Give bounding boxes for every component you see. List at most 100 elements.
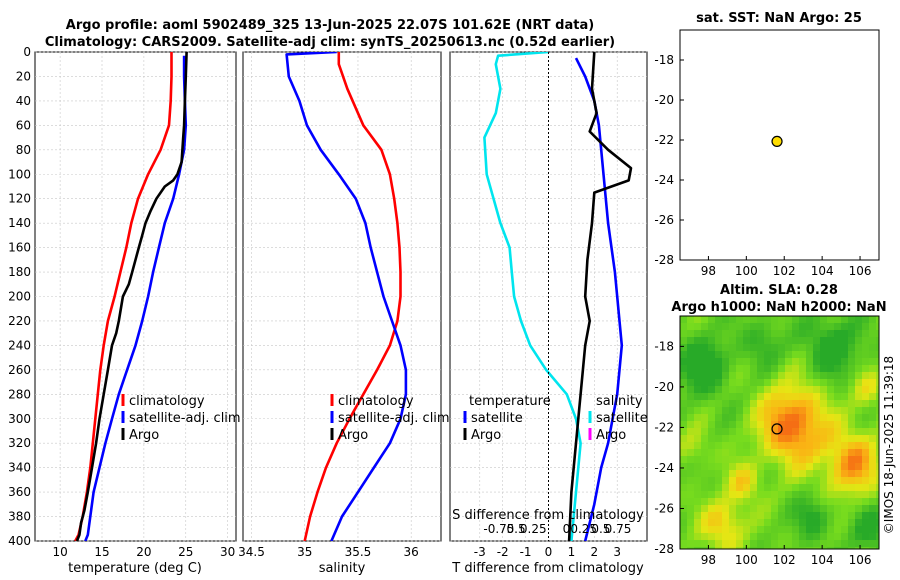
heatmap-cell	[715, 456, 723, 464]
heatmap-cell	[715, 533, 723, 541]
heatmap-cell	[736, 498, 744, 506]
heatmap-cell	[862, 414, 870, 422]
heatmap-cell	[848, 428, 856, 436]
heatmap-cell	[806, 407, 814, 415]
heatmap-cell	[729, 365, 737, 373]
heatmap-cell	[722, 316, 730, 324]
heatmap-cell	[869, 365, 877, 373]
heatmap-cell	[820, 533, 828, 541]
heatmap-cell	[834, 351, 842, 359]
heatmap-cell	[715, 393, 723, 401]
heatmap-cell	[736, 379, 744, 387]
argo-position-marker	[771, 135, 783, 147]
heatmap-cell	[855, 456, 863, 464]
heatmap-cell	[778, 519, 786, 527]
sla-map-title-line2: Argo h1000: NaN h2000: NaN	[671, 300, 886, 315]
series-line-t-satellite	[574, 57, 624, 541]
argo-position-marker	[771, 423, 783, 435]
heatmap-cell	[834, 344, 842, 352]
heatmap-cell	[687, 463, 695, 471]
map-y-tick-label: -22	[654, 133, 674, 147]
heatmap-cell	[708, 393, 716, 401]
heatmap-cell	[743, 505, 751, 513]
heatmap-cell	[701, 414, 709, 422]
legend-label-climatology: climatology	[129, 394, 205, 409]
heatmap-cell	[764, 351, 772, 359]
heatmap-cell	[729, 358, 737, 366]
map-y-tick-label: -22	[654, 420, 674, 434]
x-tick-label: 35.5	[345, 545, 372, 559]
heatmap-cell	[806, 519, 814, 527]
heatmap-cell	[806, 330, 814, 338]
heatmap-cell	[708, 456, 716, 464]
heatmap-cell	[820, 547, 828, 549]
heatmap-cell	[785, 365, 793, 373]
heatmap-cell	[806, 491, 814, 499]
heatmap-cell	[827, 456, 835, 464]
heatmap-cell	[757, 484, 765, 492]
heatmap-cell	[834, 512, 842, 520]
heatmap-cell	[869, 491, 877, 499]
heatmap-cell	[799, 526, 807, 534]
sla-heatmap	[680, 316, 879, 549]
depth-tick-label: 80	[16, 143, 31, 157]
heatmap-cell	[799, 365, 807, 373]
heatmap-cell	[806, 414, 814, 422]
heatmap-cell	[778, 505, 786, 513]
heatmap-cell	[743, 484, 751, 492]
heatmap-cell	[736, 540, 744, 548]
map-y-tick-label: -24	[654, 173, 674, 187]
heatmap-cell	[743, 407, 751, 415]
depth-tick-label: 200	[8, 290, 31, 304]
heatmap-cell	[820, 463, 828, 471]
heatmap-cell	[750, 365, 758, 373]
heatmap-cell	[764, 330, 772, 338]
heatmap-cell	[785, 505, 793, 513]
heatmap-cell	[736, 414, 744, 422]
heatmap-cell	[729, 498, 737, 506]
heatmap-cell	[729, 484, 737, 492]
series-line-t-argo	[567, 52, 633, 541]
heatmap-cell	[743, 344, 751, 352]
heatmap-cell	[708, 477, 716, 485]
heatmap-cell	[757, 330, 765, 338]
sst-map-content: -18 -20 -22 -24 -26 -28 98 100 102 104 106	[654, 53, 871, 278]
heatmap-cell	[792, 351, 800, 359]
heatmap-cell	[722, 323, 730, 331]
heatmap-cell	[778, 435, 786, 443]
heatmap-cell	[834, 358, 842, 366]
heatmap-cell	[694, 435, 702, 443]
heatmap-cell	[778, 358, 786, 366]
heatmap-cell	[806, 526, 814, 534]
heatmap-cell	[827, 358, 835, 366]
heatmap-cell	[876, 386, 879, 394]
heatmap-cell	[715, 407, 723, 415]
heatmap-cell	[736, 512, 744, 520]
heatmap-cell	[694, 491, 702, 499]
heatmap-cell	[869, 344, 877, 352]
heatmap-cell	[757, 435, 765, 443]
heatmap-cell	[792, 372, 800, 380]
heatmap-cell	[827, 540, 835, 548]
heatmap-cell	[820, 344, 828, 352]
heatmap-cell	[862, 316, 870, 324]
heatmap-cell	[813, 344, 821, 352]
heatmap-cell	[687, 358, 695, 366]
heatmap-cell	[841, 386, 849, 394]
heatmap-cell	[771, 519, 779, 527]
heatmap-cell	[792, 407, 800, 415]
heatmap-cell	[813, 365, 821, 373]
chart-title-line1: Argo profile: aoml 5902489_325 13-Jun-20…	[66, 18, 594, 33]
heatmap-cell	[792, 540, 800, 548]
heatmap-cell	[848, 491, 856, 499]
grid-lines	[35, 51, 647, 542]
heatmap-cell	[834, 407, 842, 415]
heatmap-cell	[750, 463, 758, 471]
heatmap-cell	[764, 323, 772, 331]
heatmap-cell	[764, 407, 772, 415]
heatmap-cell	[694, 365, 702, 373]
heatmap-cell	[687, 379, 695, 387]
heatmap-cell	[813, 484, 821, 492]
heatmap-cell	[743, 526, 751, 534]
heatmap-cell	[848, 421, 856, 429]
